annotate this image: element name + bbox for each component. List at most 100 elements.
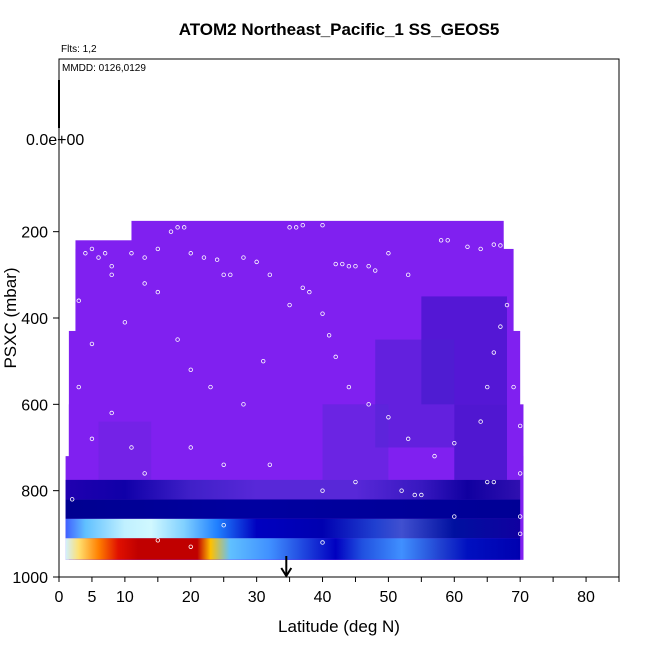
- observation-point: [175, 337, 180, 342]
- observation-point: [405, 272, 411, 278]
- y-tick-label: 800: [21, 484, 48, 501]
- observation-point: [504, 302, 510, 308]
- observation-point: [214, 257, 220, 262]
- observation-point: [129, 445, 134, 450]
- observation-point: [517, 531, 523, 537]
- observation-point: [340, 261, 345, 267]
- x-tick-label: 50: [380, 589, 398, 606]
- observation-point: [353, 479, 358, 485]
- observation-point: [109, 264, 114, 269]
- concentration-layer: [65, 499, 521, 519]
- observation-point: [76, 231, 81, 237]
- concentration-layers: [65, 479, 521, 560]
- observation-point: [129, 251, 134, 256]
- observation-point: [69, 497, 75, 502]
- observation-point: [63, 445, 68, 450]
- observation-point: [366, 402, 371, 407]
- observation-point: [221, 462, 226, 467]
- y-tick-label: 200: [21, 225, 48, 242]
- observation-point: [293, 225, 299, 230]
- observation-point: [142, 471, 147, 476]
- observation-point: [320, 540, 325, 545]
- observation-point: [452, 514, 457, 519]
- observation-point: [267, 272, 273, 278]
- chart-title: ATOM2 Northeast_Pacific_1 SS_GEOS5: [179, 20, 500, 39]
- observation-point: [208, 384, 213, 390]
- x-tick-label: 60: [445, 589, 463, 606]
- observation-point: [96, 255, 101, 260]
- concentration-patches: [98, 296, 507, 480]
- latitude-arrow-icon: [280, 556, 293, 578]
- observation-point: [109, 272, 114, 278]
- x-tick-label: 70: [511, 589, 529, 606]
- observation-point: [399, 488, 404, 493]
- observation-point: [326, 333, 332, 338]
- observation-point: [109, 410, 114, 416]
- observation-point: [155, 289, 161, 295]
- observation-point: [346, 384, 352, 390]
- observation-point: [188, 544, 193, 549]
- concentration-layer: [65, 518, 521, 539]
- observation-point: [142, 255, 147, 260]
- observation-point: [181, 225, 187, 230]
- observation-point: [287, 225, 292, 230]
- colorbar-min-label: 0.0e+00: [26, 132, 84, 149]
- concentration-patch: [322, 404, 389, 480]
- concentration-layer: [65, 538, 521, 560]
- observation-point: [432, 453, 437, 459]
- x-tick-label: 10: [116, 589, 134, 606]
- observation-point: [254, 259, 259, 265]
- observation-point: [517, 423, 523, 429]
- observation-point: [419, 492, 424, 498]
- observation-point: [102, 251, 108, 256]
- observation-point: [76, 298, 81, 303]
- concentration-patch: [454, 404, 507, 480]
- observation-point: [89, 341, 95, 347]
- observation-point: [300, 285, 305, 290]
- observation-point: [438, 238, 444, 243]
- observation-point: [122, 320, 128, 325]
- observation-point: [517, 514, 523, 519]
- observation-point: [373, 268, 378, 273]
- observation-point: [221, 272, 226, 278]
- y-tick-label: 400: [21, 311, 48, 328]
- observation-point: [267, 462, 273, 467]
- observation-point: [491, 242, 497, 247]
- x-tick-label: 40: [314, 589, 332, 606]
- observation-point: [320, 222, 325, 228]
- observation-point: [228, 272, 233, 278]
- observation-point: [333, 354, 338, 360]
- observation-point: [386, 251, 391, 256]
- observation-point: [485, 479, 490, 485]
- observation-point: [478, 419, 483, 424]
- concentration-patch: [98, 421, 152, 480]
- observation-point: [498, 243, 503, 248]
- observation-point: [517, 471, 523, 476]
- observation-point: [287, 302, 292, 308]
- y-axis-label: PSXC (mbar): [1, 267, 20, 368]
- x-tick-label: 5: [87, 589, 96, 606]
- x-tick-label: 20: [182, 589, 200, 606]
- observation-point: [241, 402, 246, 407]
- mmdd-label: MMDD: 0126,0129: [62, 63, 146, 74]
- observation-point: [221, 523, 226, 528]
- observation-point: [452, 440, 457, 446]
- observation-point: [89, 436, 95, 442]
- observation-point: [412, 492, 417, 498]
- observation-point: [445, 238, 450, 243]
- observation-point: [511, 384, 516, 390]
- observation-point: [353, 264, 358, 269]
- concentration-layer: [65, 479, 521, 500]
- observation-point: [405, 436, 411, 442]
- x-tick-label: 80: [577, 589, 595, 606]
- observation-point: [491, 479, 497, 485]
- observation-point: [465, 244, 470, 249]
- observation-point: [76, 384, 81, 390]
- flights-label: Flts: 1,2: [61, 44, 97, 55]
- observation-point: [188, 367, 193, 372]
- observation-point: [89, 246, 95, 252]
- y-axis: 200 400 600 800 1000: [12, 225, 59, 587]
- plot-area: [63, 220, 524, 560]
- observation-point: [175, 225, 180, 230]
